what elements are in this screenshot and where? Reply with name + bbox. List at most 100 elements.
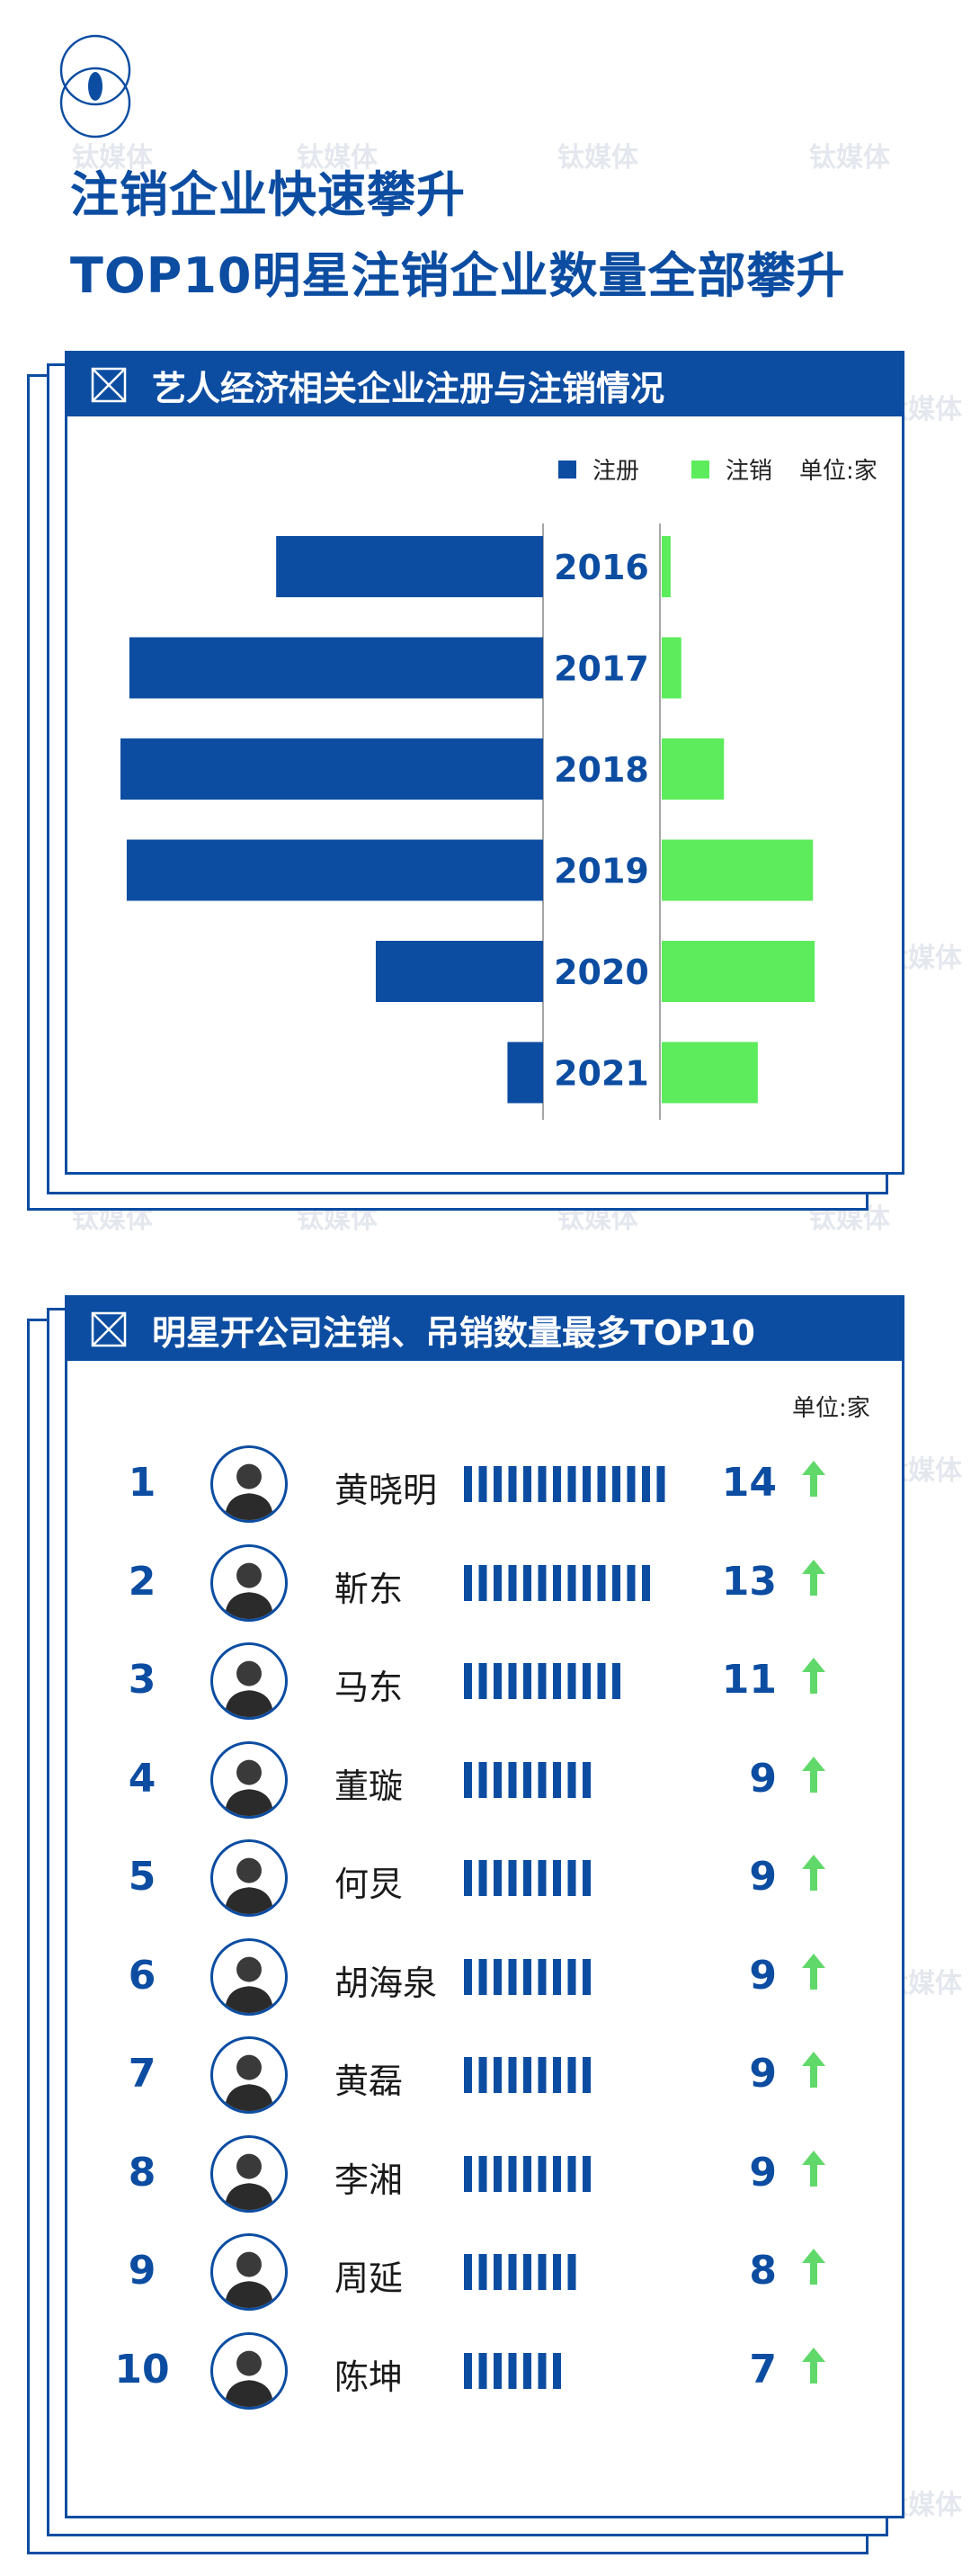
bar-segment [494, 1466, 502, 1502]
segmented-bar [464, 1663, 620, 1699]
rank-number: 6 [128, 1952, 156, 1999]
bar-segment [642, 1564, 650, 1601]
segmented-bar [464, 1761, 591, 1798]
bar-segment [494, 1663, 502, 1699]
person-name: 黄晓明 [334, 1471, 438, 1510]
bar-segment [656, 1466, 665, 1502]
bar-segment [508, 1761, 517, 1798]
bar-segment [567, 1466, 576, 1502]
value-label: 11 [721, 1657, 777, 1703]
bar-segment [538, 2254, 547, 2290]
bar-segment [508, 1466, 517, 1502]
bar-segment [553, 1564, 561, 1601]
bar-segment [478, 2352, 487, 2389]
bar-segment [642, 1466, 650, 1502]
bar-registered-2020 [375, 941, 543, 1002]
up-arrow-icon [802, 2249, 825, 2285]
bar-segment [553, 1958, 561, 1995]
year-label: 2017 [554, 649, 649, 689]
bar-segment [478, 1466, 487, 1502]
bar-segment [523, 2352, 531, 2389]
bar-segment [523, 2057, 531, 2093]
person-avatar-icon [210, 2331, 288, 2410]
bar-registered-2016 [276, 536, 543, 597]
bar-segment [464, 2352, 472, 2389]
up-arrow-icon [802, 1559, 825, 1596]
bar-segment [567, 2057, 576, 2093]
rank-number: 3 [128, 1657, 156, 1703]
bar-segment [494, 2057, 502, 2093]
bar-segment [553, 2352, 561, 2389]
up-arrow-icon [802, 1855, 825, 1891]
panel-header: 明星开公司注销、吊销数量最多TOP10 [67, 1298, 902, 1361]
bar-segment [538, 2155, 547, 2192]
bar-segment [567, 1860, 576, 1896]
headline-line-2: TOP10明星注销企业数量全部攀升 [70, 247, 846, 304]
person-name: 胡海泉 [334, 1963, 438, 2003]
bar-segment [464, 2155, 472, 2192]
value-label: 7 [749, 2346, 777, 2393]
bar-segment [538, 1564, 547, 1601]
bar-segment [494, 1564, 502, 1601]
bar-segment [508, 1663, 517, 1699]
person-avatar-icon [210, 2036, 288, 2114]
value-label: 9 [749, 2051, 777, 2097]
bar-segment [464, 1466, 472, 1502]
bar-segment [538, 2352, 547, 2389]
bar-segment [597, 1663, 606, 1699]
panel-title: 艺人经济相关企业注册与注销情况 [152, 368, 665, 408]
bar-segment [612, 1663, 620, 1699]
bar-segment [583, 1958, 591, 1995]
bar-segment [583, 1663, 591, 1699]
rank-number: 7 [128, 2051, 156, 2097]
bar-segment [612, 1564, 620, 1601]
bar-segment [597, 1466, 606, 1502]
bar-cancelled-2016 [662, 536, 671, 597]
segmented-bar [464, 1564, 650, 1601]
bar-segment [627, 1466, 636, 1502]
value-label: 9 [749, 2149, 777, 2196]
bar-segment [567, 1958, 576, 1995]
bar-segment [494, 1860, 502, 1896]
bar-segment [464, 1860, 472, 1896]
person-avatar-icon [210, 1642, 288, 1720]
unit-label: 单位:家 [792, 1395, 870, 1422]
bar-segment [567, 2155, 576, 2192]
bar-segment [508, 1564, 517, 1601]
bar-segment [627, 1564, 636, 1601]
bar-segment [478, 1958, 487, 1995]
person-name: 靳东 [334, 1569, 404, 1609]
bar-segment [523, 1958, 531, 1995]
bar-segment [597, 1564, 606, 1601]
bar-segment [464, 1663, 472, 1699]
bar-segment [567, 1663, 576, 1699]
up-arrow-icon [802, 1658, 825, 1694]
bar-segment [523, 1663, 531, 1699]
legend-label-registered: 注册 [592, 458, 640, 485]
bar-segment [583, 1466, 591, 1502]
bar-segment [612, 1466, 620, 1502]
bar-registered-2017 [129, 637, 544, 699]
bar-segment [508, 2254, 517, 2290]
rank-number: 2 [128, 1558, 156, 1605]
circle-logo-icon [59, 34, 131, 139]
up-arrow-icon [802, 2347, 825, 2384]
bar-segment [523, 1860, 531, 1896]
legend-swatch-registered [558, 460, 576, 479]
up-arrow-icon [802, 2150, 825, 2187]
bar-segment [508, 2057, 517, 2093]
bar-segment [553, 2254, 561, 2290]
bar-segment [538, 1958, 547, 1995]
bar-segment [494, 2254, 502, 2290]
bar-segment [538, 1663, 547, 1699]
bar-segment [523, 1466, 531, 1502]
up-arrow-icon [802, 1461, 825, 1497]
person-name: 黄磊 [334, 2062, 404, 2101]
value-label: 9 [749, 1952, 777, 1999]
rank-number: 4 [128, 1755, 156, 1802]
bar-segment [494, 1761, 502, 1798]
bar-registered-2019 [126, 839, 543, 901]
bar-segment [553, 1663, 561, 1699]
bar-segment [478, 1761, 487, 1798]
year-label: 2018 [554, 750, 649, 790]
